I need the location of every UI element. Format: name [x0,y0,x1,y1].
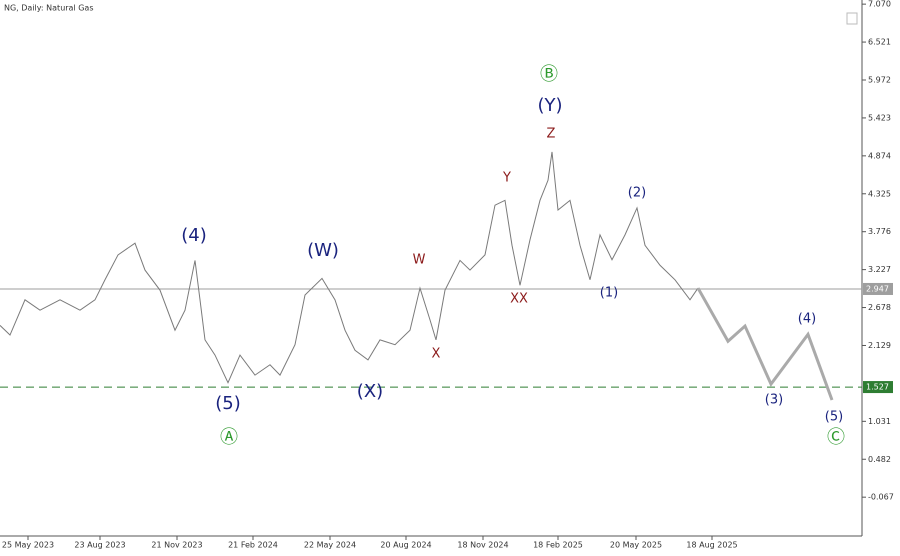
y-tick-label: 3.227 [868,265,891,274]
wave-label: (5) [825,410,843,425]
tool-icon[interactable] [846,12,858,25]
wave-label: Ⓑ [540,64,558,85]
wave-label: (Y) [537,95,562,116]
y-tick-label: 7.070 [868,0,891,9]
y-tick-label: 1.031 [868,417,891,426]
price-line [696,287,834,401]
price-tag [863,282,893,295]
chart-title: NG, Daily: Natural Gas [4,4,94,13]
x-tick-label: 21 Nov 2023 [151,541,202,550]
y-tick-label: -0.067 [868,493,894,502]
wave-label: (W) [307,240,339,261]
x-tick-label: 21 Feb 2024 [228,541,278,550]
wave-label: (1) [600,286,618,301]
y-tick-label: 4.325 [868,189,891,198]
x-tick-label: 23 Aug 2023 [74,541,125,550]
x-tick-label: 18 Feb 2025 [533,541,583,550]
price-tag-label: 2.947 [866,284,889,293]
x-tick-label: 25 May 2023 [2,541,54,550]
x-tick-label: 18 Aug 2025 [686,541,737,550]
wave-label: (4) [181,225,207,246]
wave-label: Z [547,127,556,142]
price-line [0,151,699,384]
y-tick-label: 4.874 [868,151,891,160]
price-tag [863,381,893,394]
y-tick-label: 0.482 [868,455,891,464]
wave-label: X [432,347,441,362]
x-tick-label: 20 May 2025 [610,541,662,550]
x-tick-label: 22 May 2024 [304,541,356,550]
wave-label: (4) [798,312,816,327]
wave-label: XX [510,292,528,307]
y-tick-label: 3.776 [868,227,891,236]
wave-label: (X) [357,381,383,402]
y-tick-label: 5.423 [868,113,891,122]
price-tag-label: 1.527 [866,383,889,392]
x-tick-label: 20 Aug 2024 [380,541,431,550]
wave-label: Y [502,171,511,186]
y-tick-label: 5.972 [868,75,891,84]
y-tick-label: 2.678 [868,303,891,312]
wave-label: Ⓒ [827,427,845,448]
wave-label: (2) [628,186,646,201]
wave-label: (5) [215,393,241,414]
x-tick-label: 18 Nov 2024 [457,541,508,550]
y-tick-label: 2.129 [868,341,891,350]
wave-label: (3) [765,393,783,408]
wave-label: Ⓐ [220,427,238,448]
y-tick-label: 6.521 [868,38,891,47]
wave-label: W [413,253,426,268]
